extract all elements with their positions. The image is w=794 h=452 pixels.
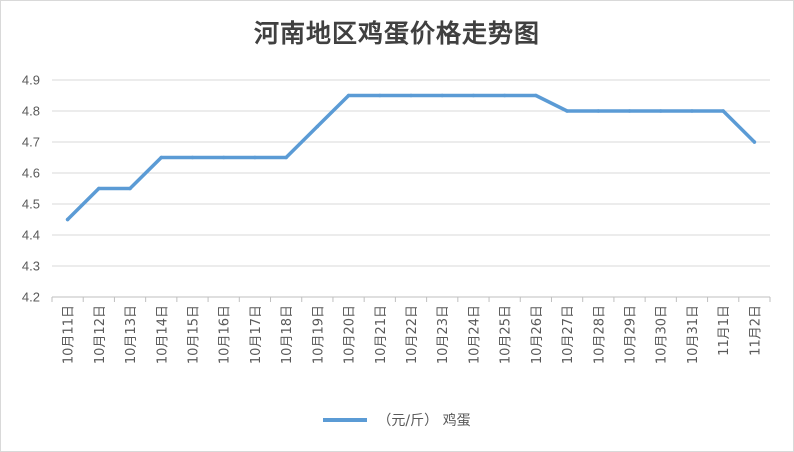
data-point [596,109,601,113]
y-tick-label: 4.8 [22,104,40,119]
data-point [471,93,476,98]
y-tick-label: 4.6 [22,166,40,181]
data-point [378,93,382,98]
data-point [315,124,320,129]
x-tick-label: 10月29日 [624,305,639,364]
x-tick-label: 10月31日 [686,305,701,364]
y-tick-label: 4.9 [22,73,40,88]
y-tick-label: 4.4 [22,228,40,243]
data-point [690,109,694,113]
legend-line-swatch [323,418,368,422]
legend-series-label: （元/斤） 鸡蛋 [377,413,471,429]
x-tick-label: 10月15日 [186,305,201,364]
data-point [65,217,70,222]
data-point [346,93,351,98]
y-tick-label: 4.3 [22,259,40,274]
x-tick-label: 10月16日 [218,305,233,364]
x-tick-label: 10月12日 [93,305,108,364]
x-tick-label: 10月21日 [374,305,389,364]
data-point [128,186,132,191]
x-tick-label: 10月22日 [405,305,420,364]
x-tick-label: 10月25日 [499,305,514,364]
data-point [565,109,569,113]
x-tick-label: 10月26日 [530,305,545,364]
data-point [221,155,226,160]
data-point [721,109,725,113]
data-point [253,155,257,160]
data-point [534,93,538,98]
x-tick-label: 10月20日 [343,305,358,364]
x-tick-label: 10月19日 [311,305,326,364]
x-tick-label: 10月13日 [124,305,139,364]
data-point [159,155,164,160]
x-tick-label: 10月23日 [436,305,451,364]
chart-title: 河南地区鸡蛋价格走势图 [253,19,540,48]
x-tick-label: 11月2日 [748,305,763,356]
y-tick-label: 4.2 [22,290,40,305]
x-tick-label: 10月30日 [655,305,670,364]
y-tick-label: 4.5 [22,197,40,212]
x-tick-label: 10月24日 [467,305,482,364]
data-point [284,155,288,160]
x-tick-label: 10月27日 [561,305,576,364]
x-tick-label: 10月17日 [249,305,264,364]
y-tick-label: 4.7 [22,135,40,150]
data-point [502,93,507,98]
x-tick-label: 11月1日 [717,305,732,356]
data-point [190,155,195,160]
chart-legend: （元/斤） 鸡蛋 [0,410,794,430]
data-point [97,186,101,191]
series-line [65,93,757,222]
data-point [752,140,757,144]
x-tick-label: 10月28日 [592,305,607,364]
data-point [440,93,444,98]
x-tick-label: 10月14日 [155,305,170,364]
data-point [658,109,663,113]
data-point [627,109,632,113]
data-point [409,93,413,98]
x-tick-label: 10月18日 [280,305,295,364]
x-tick-label: 10月11日 [62,305,77,364]
